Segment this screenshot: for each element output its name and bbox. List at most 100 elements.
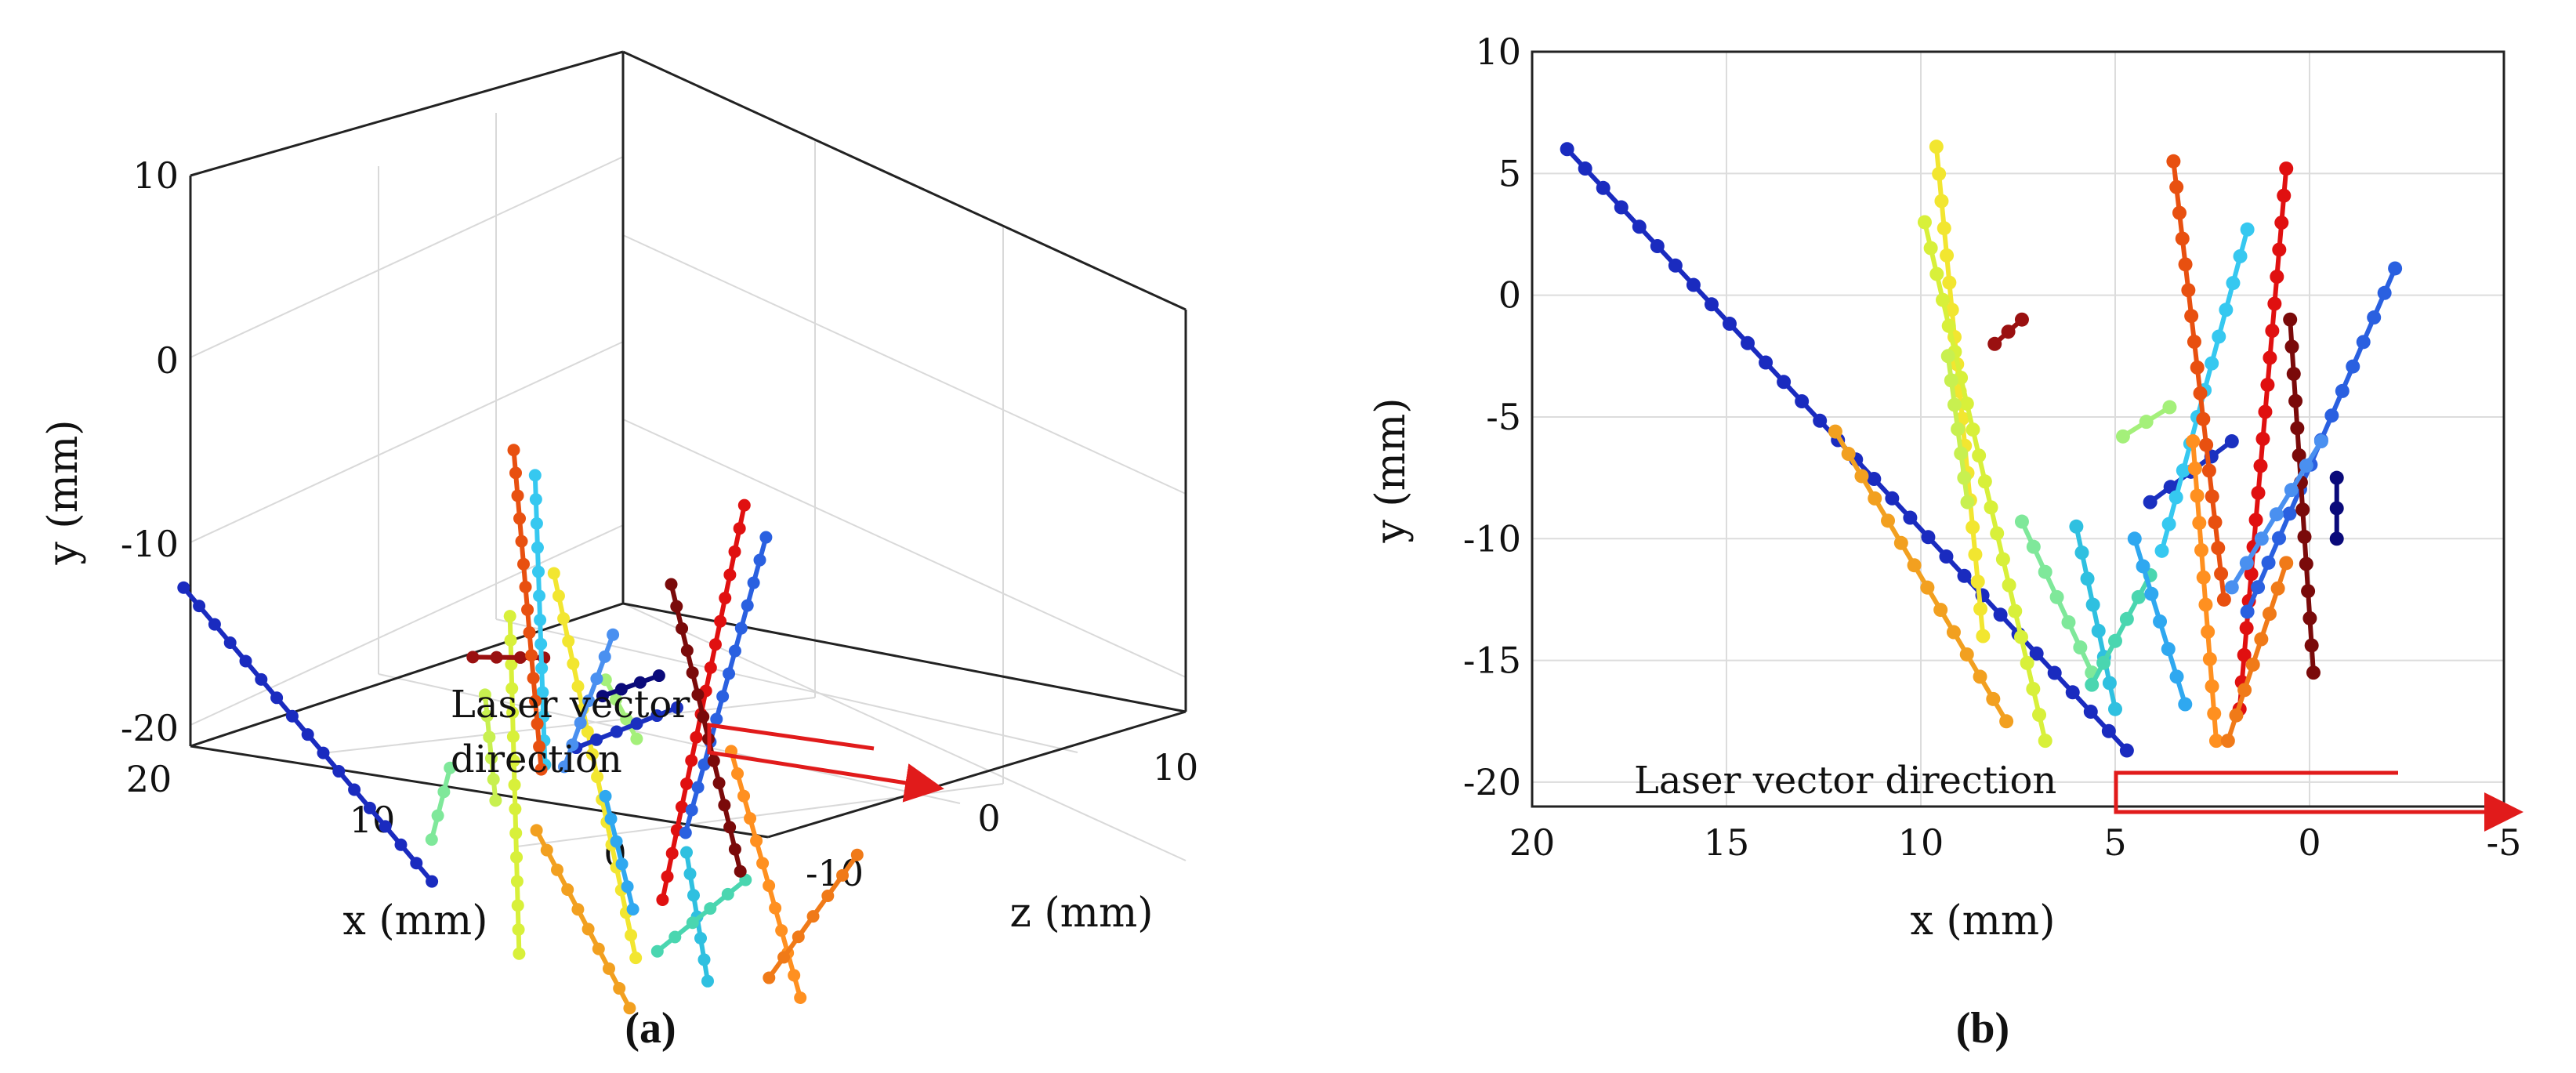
panel-b-series-point [2168,490,2183,505]
panel-b-series-point [2248,513,2263,527]
panel-a-trace-point [394,838,408,851]
panel-a-z-ticks: -10 0 10 [806,746,1198,894]
panel-b-series-point [1972,448,1987,463]
panel-a-trace-point [685,803,698,817]
panel-b-series-point [1959,647,1974,662]
panel-a-trace-point [506,730,520,743]
panel-a-trace-point [531,541,544,554]
panel-b-series-track-14 [2166,154,2231,607]
panel-b-series-point [2187,461,2202,476]
panel-a-trace-point [596,690,609,703]
panel-b-x-ticks: 20 15 10 5 0 -5 [1509,821,2522,864]
panel-a-trace-point [528,469,542,482]
panel-b-series-point [2233,248,2248,263]
panel-a-trace-point [193,600,206,613]
panel-b-axes-box [1531,50,2505,808]
panel-b-series-point [1977,474,1992,489]
panel-b-y-ticks: 10 5 0 -5 -10 -15 -20 [1463,31,1521,803]
panel-a-y-tick: -10 [121,523,179,565]
panel-a-trace-point [621,880,634,894]
panel-b-series-track-20 [2224,434,2328,595]
panel-a-trace-track-19 [596,669,665,703]
panel-b-series-point [2193,386,2208,401]
panel-a-trace-point [592,942,605,955]
panel-b-series-point [2127,531,2142,546]
panel-a-z-axis-label: z (mm) [1009,890,1153,937]
panel-a-trace-point [525,649,538,662]
panel-b-series-point [1936,292,1951,307]
panel-a-trace-point [850,848,864,861]
panel-a-trace-point [509,466,523,480]
panel-a-trace-point [775,924,788,937]
panel-a-trace-point [806,910,820,923]
panel-b-series-point [2091,623,2106,638]
panel-b-series-point [2061,614,2076,629]
panel-b-series-point [2237,683,2252,698]
panel-a-trace-point [686,916,699,930]
panel-b-series-point [2172,205,2187,220]
panel-b-x-tick: -5 [2487,821,2522,864]
panel-b-series-point [2080,571,2095,586]
panel-a-trace-point [686,666,699,680]
panel-a-trace-point [425,833,438,846]
panel-a-trace-point [721,887,734,901]
panel-a-trace-point [665,578,678,591]
panel-b-series-point [2083,705,2098,720]
panel-b-series-point [2102,676,2117,691]
panel-b-series-point [2279,161,2294,176]
panel-b-series-point [1929,266,1944,281]
panel-a-trace-point [777,951,791,964]
panel-a-trace-point [614,683,628,696]
panel-b-series-point [2297,529,2312,544]
panel-a-trace-point [728,843,741,856]
panel-b-y-tick: -5 [1486,396,1521,438]
panel-b-series-point [2163,480,2178,495]
panel-b-series-track-07 [2014,514,2100,680]
panel-b-series-point [1954,446,1969,461]
panel-b-series-point [1944,303,1959,317]
panel-a-trace-point [656,894,669,906]
panel-b-series-point [2272,531,2287,546]
panel-b-series-point [2270,270,2284,285]
panel-a-trace-point [532,565,545,578]
panel-a-trace-track-21 [763,848,864,984]
panel-b-series-point [2108,633,2122,648]
panel-a-trace-point [683,867,697,880]
panel-a-trace-point [533,589,546,603]
panel-b-series-point [2085,677,2100,692]
panel-b-series-point [1984,500,1998,515]
panel-b-series-track-18 [2283,312,2321,680]
panel-a-trace-point [444,761,457,774]
panel-a-trace-point [794,991,807,1004]
panel-b-series-point [2013,629,2028,644]
panel-a-trace-point [489,794,502,807]
panel-a-z-tick: 10 [1153,746,1199,788]
panel-b-series-point [1614,200,1629,215]
panel-b-series-point [1560,142,1574,157]
panel-a-trace-point [610,725,623,738]
panel-b-series-point [1942,275,1957,290]
panel-a-trace-point [511,489,524,502]
panel-b-series-point [2292,448,2306,462]
panel-b-series-point [2002,578,2016,593]
panel-a-trace-point [285,709,299,723]
panel-a-trace-point [505,682,519,695]
panel-a-y-tick: 10 [132,154,179,197]
panel-a-trace-point [379,820,392,833]
panel-b-series-point [2284,483,2299,498]
panel-b-laser-arrow [2114,770,2523,832]
panel-a-trace-point [590,733,603,746]
panel-b-series-point [2131,589,2146,604]
panel-a-trace-point [753,553,766,567]
panel-b-series-point [1932,166,1947,181]
panel-b-series-point [2269,507,2284,522]
panel-a-trace-point [551,863,563,876]
panel-b-series-point [2377,285,2392,300]
panel-a-trace-point [529,694,542,708]
panel-b-series-track-05 [1940,349,1975,509]
panel-b-series-point [1973,601,1988,616]
panel-a-trace-point [613,982,626,995]
panel-a-trace-point [668,930,682,944]
panel-a-trace-point [510,875,524,888]
